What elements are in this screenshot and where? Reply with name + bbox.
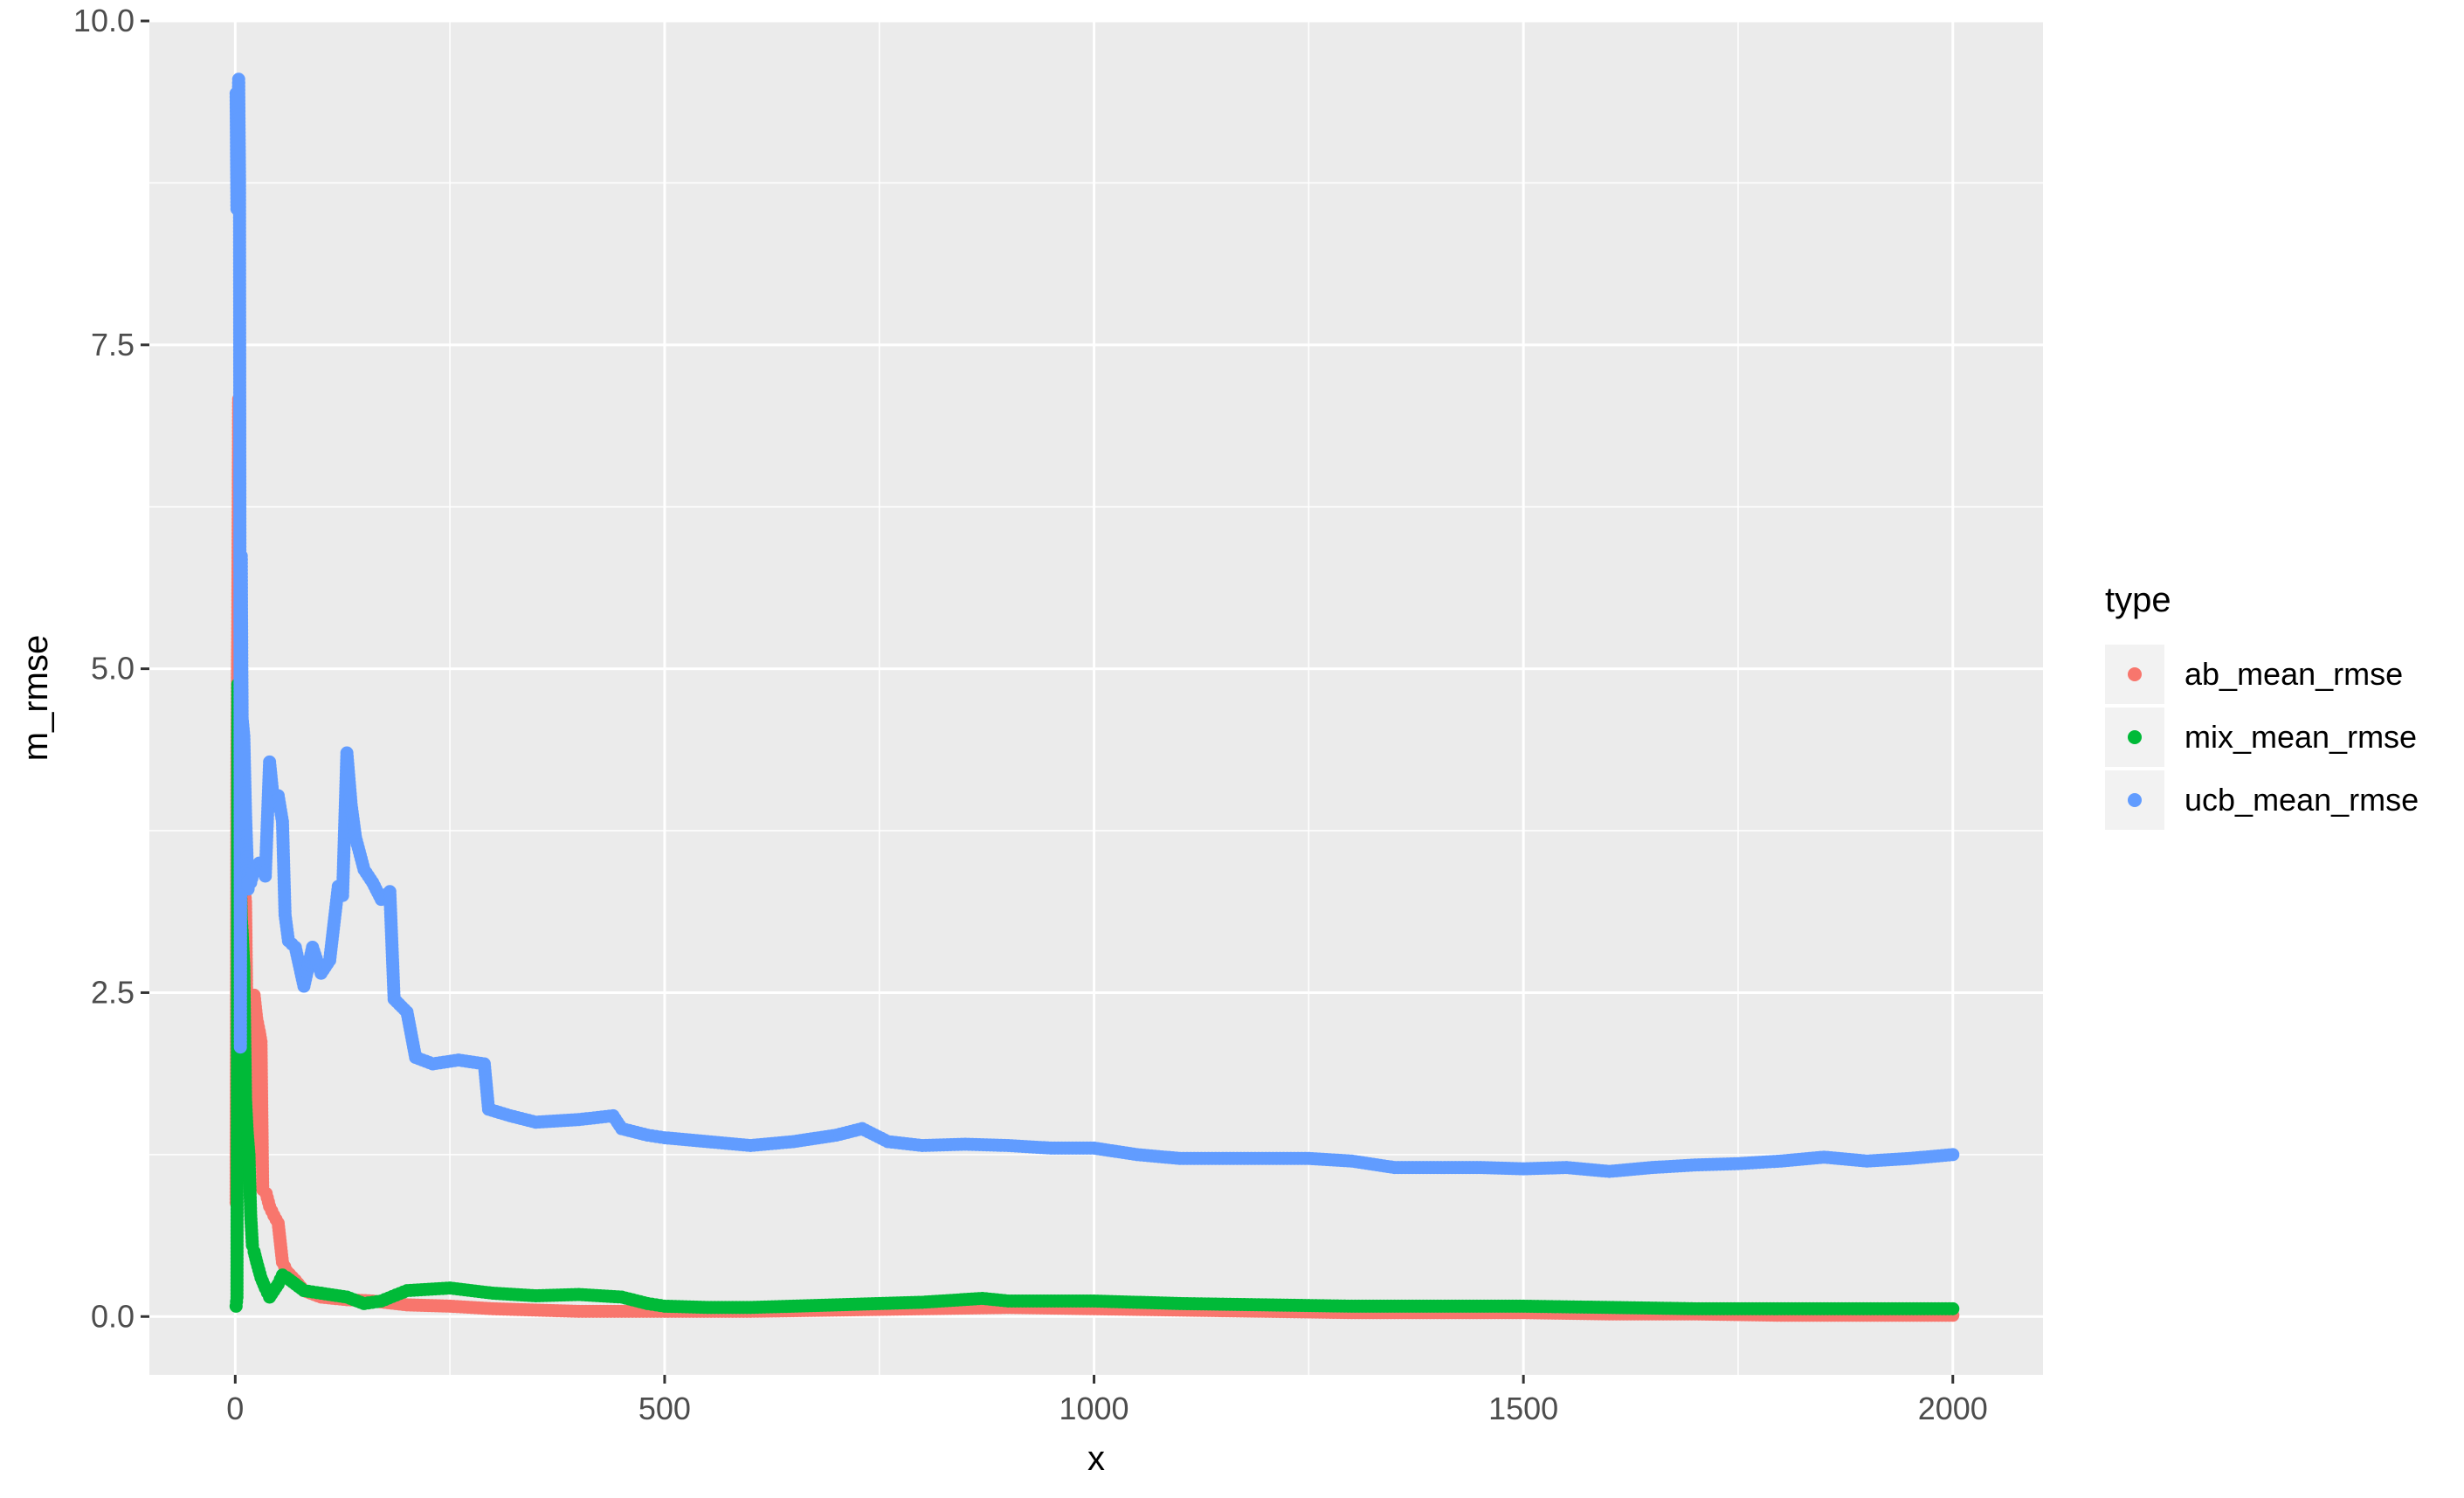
x-tick-label: 1500 — [1488, 1391, 1558, 1426]
y-axis-title: m_rmse — [17, 635, 55, 761]
legend-key-ab_mean_rmse — [2128, 667, 2142, 681]
x-tick-label: 500 — [638, 1391, 691, 1426]
legend-label-ucb_mean_rmse: ucb_mean_rmse — [2184, 782, 2419, 818]
data-point — [273, 1273, 287, 1287]
x-tick-label: 2000 — [1918, 1391, 1988, 1426]
data-point — [1943, 1301, 1957, 1315]
legend: type ab_mean_rmse mix_mean_rmse ucb_mean_r… — [2105, 581, 2419, 830]
series-layer — [229, 72, 1960, 1322]
x-tick-label: 0 — [226, 1391, 244, 1426]
data-point — [245, 1234, 259, 1248]
series-ucb_mean_rmse — [229, 72, 1960, 1178]
y-axis-tick-labels: 0.0 2.5 5.0 7.5 10.0 — [73, 3, 135, 1334]
data-point — [256, 1179, 270, 1193]
y-tick-label: 5.0 — [91, 651, 135, 687]
y-tick-label: 10.0 — [73, 3, 135, 38]
data-point — [1943, 1148, 1957, 1162]
y-tick-label: 7.5 — [91, 327, 135, 362]
y-tick-label: 2.5 — [91, 974, 135, 1010]
x-axis-tick-labels: 0 500 1000 1500 2000 — [226, 1391, 1988, 1426]
y-tick-label: 0.0 — [91, 1298, 135, 1334]
plot-panel — [149, 21, 2043, 1375]
x-axis-title: x — [1087, 1439, 1105, 1478]
legend-key-ucb_mean_rmse — [2128, 793, 2142, 807]
legend-label-ab_mean_rmse: ab_mean_rmse — [2184, 656, 2403, 692]
legend-title: type — [2105, 581, 2171, 619]
legend-key-mix_mean_rmse — [2128, 730, 2142, 744]
x-tick-label: 1000 — [1059, 1391, 1128, 1426]
legend-items: ab_mean_rmse mix_mean_rmse ucb_mean_rmse — [2105, 645, 2419, 830]
axis-ticks — [141, 19, 1955, 1384]
legend-label-mix_mean_rmse: mix_mean_rmse — [2184, 719, 2417, 755]
minor-gridlines — [149, 21, 2043, 1375]
